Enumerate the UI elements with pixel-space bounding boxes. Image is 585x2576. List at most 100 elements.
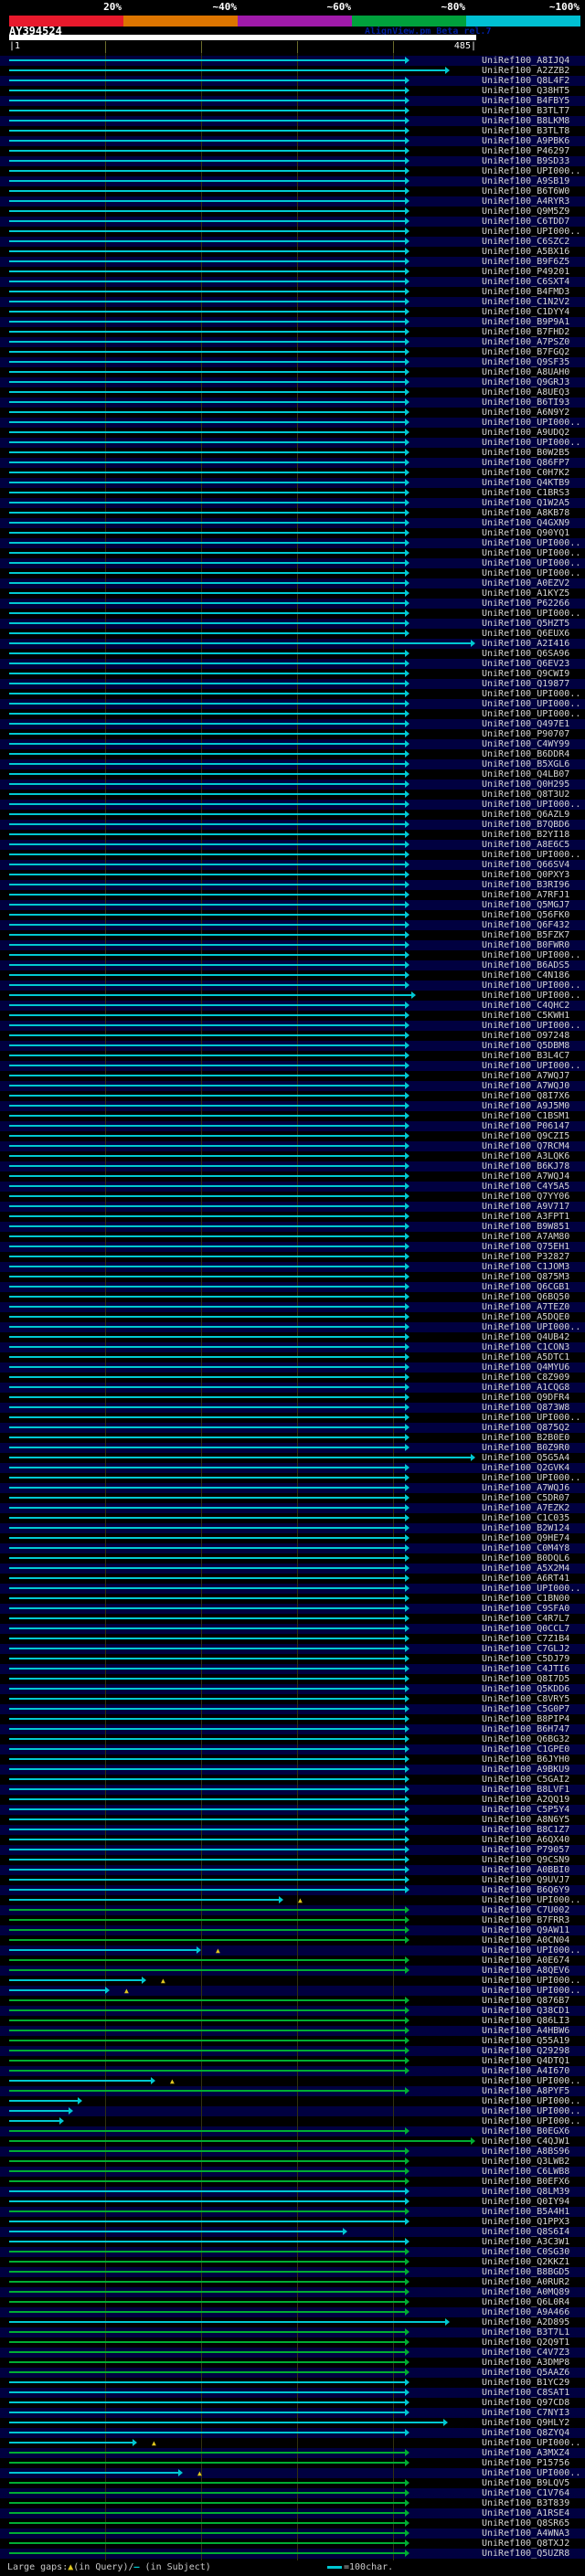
- hit-line[interactable]: [9, 1075, 405, 1076]
- hit-accession-label[interactable]: UniRef100_B7FRR3: [482, 1915, 570, 1925]
- hit-accession-label[interactable]: UniRef100_UPI000..: [482, 800, 581, 810]
- hit-accession-label[interactable]: UniRef100_Q90YQ1: [482, 528, 570, 538]
- hit-accession-label[interactable]: UniRef100_UPI000..: [482, 1584, 581, 1594]
- hit-accession-label[interactable]: UniRef100_B8BGD5: [482, 2267, 570, 2277]
- hit-line[interactable]: [9, 472, 405, 473]
- hit-line[interactable]: [9, 2271, 405, 2273]
- hit-accession-label[interactable]: UniRef100_B7QBD6: [482, 820, 570, 830]
- hit-accession-label[interactable]: UniRef100_Q5G5A4: [482, 1453, 570, 1463]
- hit-accession-label[interactable]: UniRef100_UPI000..: [482, 1945, 581, 1956]
- hit-line[interactable]: [9, 1004, 405, 1006]
- hit-accession-label[interactable]: UniRef100_Q7RCM4: [482, 1141, 570, 1151]
- hit-line[interactable]: [9, 1487, 405, 1489]
- hit-accession-label[interactable]: UniRef100_Q5HZT5: [482, 619, 570, 629]
- hit-line[interactable]: [9, 974, 405, 976]
- hit-line[interactable]: [9, 2009, 405, 2011]
- hit-line[interactable]: [9, 602, 405, 604]
- hit-line[interactable]: [9, 2261, 405, 2263]
- hit-line[interactable]: [9, 1949, 197, 1951]
- hit-line[interactable]: [9, 1989, 105, 1991]
- hit-line[interactable]: [9, 1436, 405, 1438]
- hit-line[interactable]: [9, 1999, 405, 2001]
- hit-line[interactable]: [9, 2050, 405, 2051]
- hit-accession-label[interactable]: UniRef100_B9SD33: [482, 156, 570, 166]
- hit-line[interactable]: [9, 2442, 133, 2443]
- hit-accession-label[interactable]: UniRef100_UPI000..: [482, 227, 581, 237]
- hit-accession-label[interactable]: UniRef100_B0EFX6: [482, 2177, 570, 2187]
- hit-accession-label[interactable]: UniRef100_B0EGX6: [482, 2126, 570, 2136]
- hit-accession-label[interactable]: UniRef100_B9LQV5: [482, 2478, 570, 2488]
- hit-accession-label[interactable]: UniRef100_Q9AW11: [482, 1925, 570, 1935]
- hit-accession-label[interactable]: UniRef100_Q876B7: [482, 1996, 570, 2006]
- hit-line[interactable]: [9, 1919, 405, 1921]
- hit-accession-label[interactable]: UniRef100_C1N2V2: [482, 297, 570, 307]
- hit-line[interactable]: [9, 2210, 405, 2212]
- hit-line[interactable]: [9, 743, 405, 745]
- hit-accession-label[interactable]: UniRef100_Q97CD8: [482, 2398, 570, 2408]
- hit-line[interactable]: [9, 1145, 405, 1147]
- hit-line[interactable]: [9, 1728, 405, 1730]
- hit-accession-label[interactable]: UniRef100_C1GPE0: [482, 1744, 570, 1754]
- hit-line[interactable]: [9, 341, 405, 343]
- hit-accession-label[interactable]: UniRef100_B9F6Z5: [482, 257, 570, 267]
- hit-accession-label[interactable]: UniRef100_UPI000..: [482, 850, 581, 860]
- hit-accession-label[interactable]: UniRef100_B7FGQ2: [482, 347, 570, 357]
- hit-accession-label[interactable]: UniRef100_B4FBY5: [482, 96, 570, 106]
- hit-accession-label[interactable]: UniRef100_UPI000..: [482, 418, 581, 428]
- hit-line[interactable]: [9, 2552, 405, 2554]
- hit-line[interactable]: [9, 361, 405, 363]
- hit-line[interactable]: [9, 823, 405, 825]
- hit-line[interactable]: [9, 512, 405, 514]
- hit-line[interactable]: [9, 1577, 405, 1579]
- hit-line[interactable]: [9, 59, 405, 61]
- hit-line[interactable]: [9, 964, 405, 966]
- hit-accession-label[interactable]: UniRef100_Q6SA96: [482, 649, 570, 659]
- hit-accession-label[interactable]: UniRef100_Q6BG32: [482, 1734, 570, 1744]
- hit-line[interactable]: [9, 1497, 405, 1499]
- hit-accession-label[interactable]: UniRef100_UPI000..: [482, 1976, 581, 1986]
- hit-accession-label[interactable]: UniRef100_UPI000..: [482, 166, 581, 176]
- hit-line[interactable]: [9, 1477, 405, 1479]
- hit-line[interactable]: [9, 2401, 405, 2403]
- hit-line[interactable]: [9, 90, 405, 91]
- hit-accession-label[interactable]: UniRef100_B0DQL6: [482, 1553, 570, 1564]
- hit-accession-label[interactable]: UniRef100_O97248: [482, 1031, 570, 1041]
- hit-accession-label[interactable]: UniRef100_A1CQG8: [482, 1383, 570, 1393]
- hit-accession-label[interactable]: UniRef100_Q9CWI9: [482, 669, 570, 679]
- hit-accession-label[interactable]: UniRef100_A0CN04: [482, 1935, 570, 1945]
- hit-accession-label[interactable]: UniRef100_Q8I7D5: [482, 1674, 570, 1684]
- hit-accession-label[interactable]: UniRef100_A3FPT1: [482, 1212, 570, 1222]
- hit-accession-label[interactable]: UniRef100_Q8LM39: [482, 2187, 570, 2197]
- hit-line[interactable]: [9, 1306, 405, 1308]
- hit-accession-label[interactable]: UniRef100_UPI000..: [482, 548, 581, 558]
- hit-accession-label[interactable]: UniRef100_C1BRS3: [482, 488, 570, 498]
- hit-accession-label[interactable]: UniRef100_Q5MGJ7: [482, 900, 570, 910]
- hit-accession-label[interactable]: UniRef100_A8UAH0: [482, 367, 570, 377]
- hit-accession-label[interactable]: UniRef100_A8QEV6: [482, 1966, 570, 1976]
- hit-accession-label[interactable]: UniRef100_Q5DBM8: [482, 1041, 570, 1051]
- hit-line[interactable]: [9, 2462, 405, 2464]
- hit-line[interactable]: [9, 1638, 405, 1639]
- hit-accession-label[interactable]: UniRef100_Q8T3U2: [482, 790, 570, 800]
- hit-accession-label[interactable]: UniRef100_A8IJQ4: [482, 56, 570, 66]
- hit-accession-label[interactable]: UniRef100_B6TI93: [482, 398, 570, 408]
- hit-line[interactable]: [9, 1386, 405, 1388]
- hit-line[interactable]: [9, 411, 405, 413]
- hit-accession-label[interactable]: UniRef100_Q9M5Z9: [482, 207, 570, 217]
- hit-accession-label[interactable]: UniRef100_UPI000..: [482, 1322, 581, 1332]
- hit-line[interactable]: [9, 2452, 405, 2454]
- hit-accession-label[interactable]: UniRef100_A0RUR2: [482, 2277, 570, 2287]
- hit-line[interactable]: [9, 190, 405, 192]
- hit-line[interactable]: [9, 2251, 405, 2253]
- hit-line[interactable]: [9, 1748, 405, 1750]
- hit-accession-label[interactable]: UniRef100_UPI000..: [482, 2468, 581, 2478]
- hit-accession-label[interactable]: UniRef100_C0M4Y8: [482, 1543, 570, 1553]
- hit-line[interactable]: [9, 693, 405, 694]
- hit-line[interactable]: [9, 351, 405, 353]
- hit-line[interactable]: [9, 1879, 405, 1881]
- hit-accession-label[interactable]: UniRef100_UPI000..: [482, 1061, 581, 1071]
- hit-line[interactable]: [9, 2512, 405, 2514]
- hit-accession-label[interactable]: UniRef100_B3TLT8: [482, 126, 570, 136]
- hit-line[interactable]: [9, 1607, 405, 1609]
- hit-line[interactable]: [9, 1507, 405, 1509]
